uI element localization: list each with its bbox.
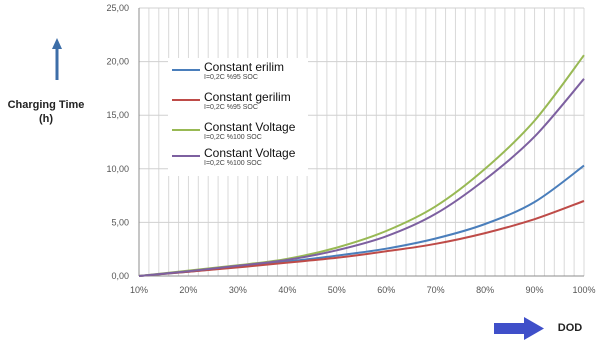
series-line-2 — [138, 200, 585, 277]
x-tick-label: 20% — [179, 285, 197, 295]
x-tick-label: 90% — [526, 285, 544, 295]
x-tick-label: 70% — [427, 285, 445, 295]
legend-sublabel: I=0,2C %95 SOC — [204, 104, 258, 111]
legend-label: Constant Voltage — [204, 146, 296, 160]
y-tick-label: 15,00 — [106, 110, 129, 120]
legend-item: Constant gerilim I=0,2C %95 SOC — [168, 90, 308, 116]
legend-swatch — [172, 69, 200, 71]
y-tick-label: 10,00 — [106, 164, 129, 174]
x-tick-labels: 10% 20% 30% 40% 50% 60% 70% 80% 90% 100% — [130, 285, 596, 295]
legend-sublabel: I=0,2C %100 SOC — [204, 134, 262, 141]
legend-sublabel: I=0,2C %95 SOC — [204, 74, 258, 81]
series-lines — [138, 54, 585, 277]
legend: Constant erilim I=0,2C %95 SOC Constant … — [168, 58, 308, 176]
legend-label: Constant gerilim — [204, 90, 291, 104]
right-arrow-icon — [494, 317, 544, 340]
legend-label: Constant erilim — [204, 60, 285, 74]
y-tick-labels: 0,00 5,00 10,00 15,00 20,00 25,00 — [106, 3, 129, 281]
axes — [138, 8, 584, 277]
legend-swatch — [172, 129, 200, 131]
y-tick-label: 20,00 — [106, 57, 129, 67]
x-tick-label: 30% — [229, 285, 247, 295]
legend-item: Constant erilim I=0,2C %95 SOC — [168, 60, 308, 86]
legend-swatch — [172, 155, 200, 157]
x-tick-label: 10% — [130, 285, 148, 295]
x-tick-label: 50% — [328, 285, 346, 295]
y-tick-label: 5,00 — [111, 217, 129, 227]
legend-swatch — [172, 99, 200, 101]
x-tick-label: 100% — [572, 285, 595, 295]
x-tick-label: 60% — [377, 285, 395, 295]
x-tick-label: 80% — [476, 285, 494, 295]
y-axis-label: Charging Time (h) — [7, 99, 85, 125]
axis-arrows — [52, 38, 544, 340]
legend-label: Constant Voltage — [204, 120, 296, 134]
series-line-1 — [138, 164, 585, 277]
x-tick-label: 40% — [278, 285, 296, 295]
y-tick-label: 0,00 — [111, 271, 129, 281]
y-tick-label: 25,00 — [106, 3, 129, 13]
series-line-4 — [138, 78, 585, 277]
legend-item: Constant Voltage I=0,2C %100 SOC — [168, 146, 308, 172]
legend-item: Constant Voltage I=0,2C %100 SOC — [168, 120, 308, 146]
x-axis-label: DOD — [557, 322, 583, 334]
up-arrow-icon — [52, 38, 62, 80]
legend-sublabel: I=0,2C %100 SOC — [204, 160, 262, 167]
